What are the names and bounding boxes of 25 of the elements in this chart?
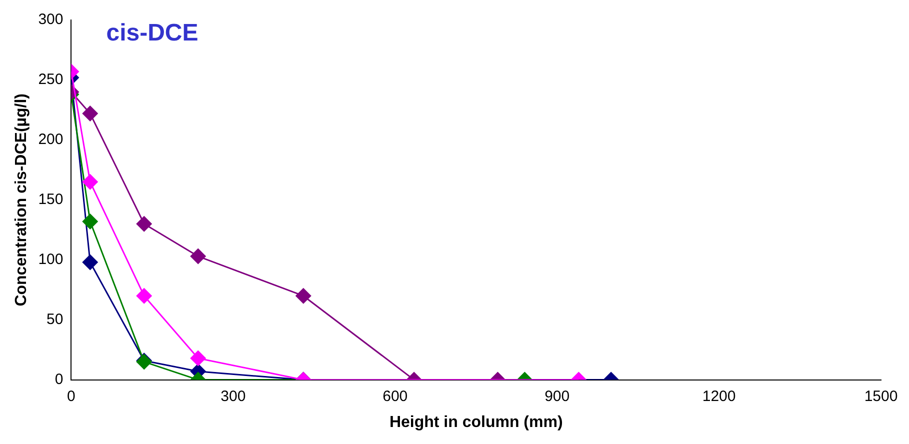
point bbox=[190, 248, 206, 264]
x-axis-title: Height in column (mm) bbox=[389, 414, 563, 431]
chart-title: cis-DCE bbox=[106, 20, 198, 47]
point bbox=[136, 216, 152, 232]
point bbox=[82, 254, 98, 270]
point bbox=[82, 106, 98, 122]
y-tick-label: 300 bbox=[38, 11, 64, 28]
point bbox=[295, 288, 312, 304]
x-tick-label: 1200 bbox=[702, 388, 736, 405]
y-tick-label: 150 bbox=[38, 191, 64, 208]
y-tick-label: 100 bbox=[38, 251, 64, 268]
y-tick-label: 0 bbox=[54, 370, 64, 388]
y-tick-label: 250 bbox=[38, 71, 64, 88]
x-tick-label: 600 bbox=[382, 388, 408, 405]
point bbox=[136, 288, 152, 304]
point bbox=[82, 174, 98, 190]
point bbox=[82, 213, 98, 230]
y-axis-title: Concentration cis-DCE(µg/l) bbox=[13, 94, 30, 306]
x-tick-label: 300 bbox=[220, 388, 246, 405]
x-tick-label: 0 bbox=[67, 388, 76, 405]
x-tick-label: 1500 bbox=[864, 388, 898, 405]
x-tick-label: 900 bbox=[544, 388, 570, 405]
y-tick-label: 200 bbox=[38, 131, 64, 148]
y-tick-label: 50 bbox=[46, 310, 64, 328]
point bbox=[190, 350, 206, 366]
